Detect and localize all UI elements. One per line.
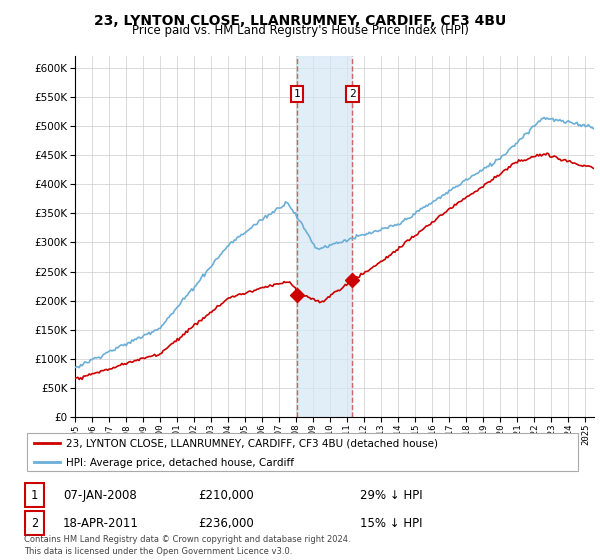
Text: HPI: Average price, detached house, Cardiff: HPI: Average price, detached house, Card… bbox=[66, 458, 294, 468]
Text: 1: 1 bbox=[293, 89, 300, 99]
Bar bbox=[297, 56, 352, 417]
Text: 23, LYNTON CLOSE, LLANRUMNEY, CARDIFF, CF3 4BU: 23, LYNTON CLOSE, LLANRUMNEY, CARDIFF, C… bbox=[94, 14, 506, 28]
Text: 07-JAN-2008: 07-JAN-2008 bbox=[63, 488, 137, 502]
FancyBboxPatch shape bbox=[27, 433, 578, 471]
FancyBboxPatch shape bbox=[25, 511, 44, 535]
Text: Contains HM Land Registry data © Crown copyright and database right 2024.
This d: Contains HM Land Registry data © Crown c… bbox=[24, 535, 350, 556]
Text: 2: 2 bbox=[31, 516, 38, 530]
Text: Price paid vs. HM Land Registry's House Price Index (HPI): Price paid vs. HM Land Registry's House … bbox=[131, 24, 469, 37]
Text: 29% ↓ HPI: 29% ↓ HPI bbox=[360, 488, 422, 502]
Text: 23, LYNTON CLOSE, LLANRUMNEY, CARDIFF, CF3 4BU (detached house): 23, LYNTON CLOSE, LLANRUMNEY, CARDIFF, C… bbox=[66, 438, 438, 449]
Text: 2: 2 bbox=[349, 89, 356, 99]
Text: 1: 1 bbox=[31, 488, 38, 502]
Text: £236,000: £236,000 bbox=[198, 516, 254, 530]
FancyBboxPatch shape bbox=[25, 483, 44, 507]
Text: 18-APR-2011: 18-APR-2011 bbox=[63, 516, 139, 530]
Text: £210,000: £210,000 bbox=[198, 488, 254, 502]
Text: 15% ↓ HPI: 15% ↓ HPI bbox=[360, 516, 422, 530]
